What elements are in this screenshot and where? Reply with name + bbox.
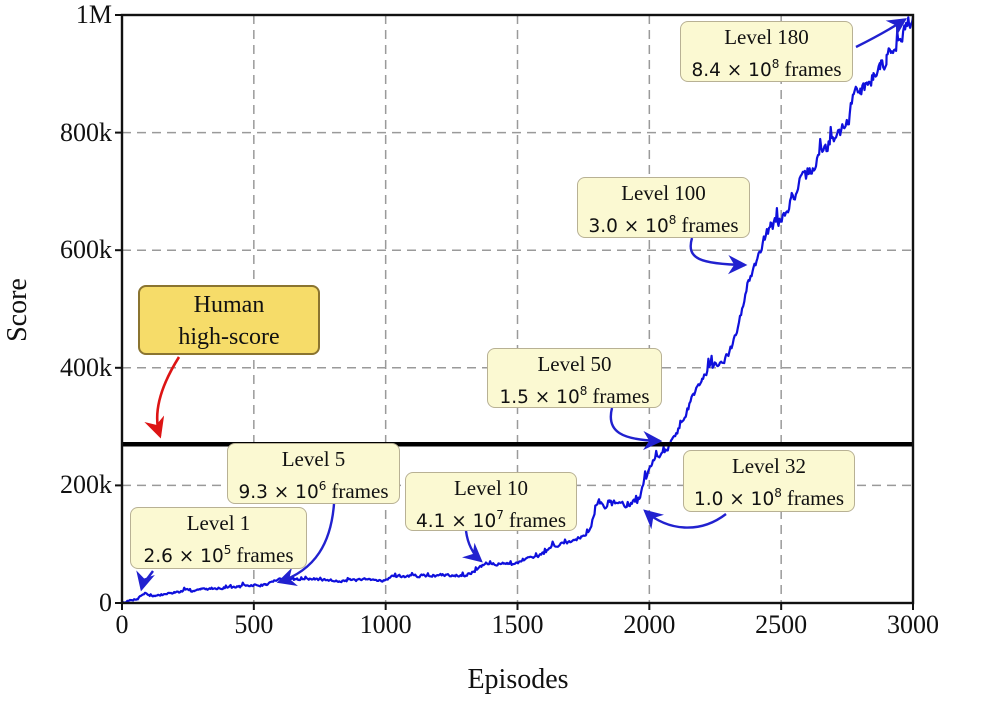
- y-tick-label: 800k: [60, 117, 112, 147]
- x-tick-label: 1500: [491, 610, 544, 639]
- level-1-frames: 2.6 × 105 frames: [143, 543, 294, 567]
- level-1-annotation: Level 1 2.6 × 105 frames: [130, 507, 307, 569]
- x-tick-label: 500: [234, 610, 274, 639]
- x-tick-label: 2000: [623, 610, 676, 639]
- level-10-title: Level 10: [453, 476, 529, 500]
- level-180-arrow: [855, 18, 908, 49]
- level-180-frames: 8.4 × 108 frames: [691, 57, 842, 81]
- x-tick-label: 0: [115, 610, 129, 639]
- level-5-title: Level 5: [281, 447, 346, 471]
- x-axis-label: Episodes: [467, 664, 569, 695]
- human-high-score-annotation: Human high-score: [138, 285, 320, 355]
- y-tick-label: 400k: [60, 352, 112, 382]
- level-1-title: Level 1: [186, 511, 251, 535]
- level-1-arrow: [136, 570, 155, 592]
- level-50-annotation: Level 50 1.5 × 108 frames: [487, 348, 662, 408]
- level-50-title: Level 50: [537, 352, 612, 376]
- level-100-title: Level 100: [621, 181, 706, 205]
- level-50-arrow: [609, 407, 663, 451]
- level-10-annotation: Level 10 4.1 × 107 frames: [405, 472, 577, 532]
- y-tick-label: 1M: [75, 0, 112, 29]
- level-5-annotation: Level 5 9.3 × 106 frames: [227, 443, 400, 504]
- level-10-arrow: [461, 530, 483, 563]
- level-5-arrow: [276, 503, 336, 586]
- level-180-annotation: Level 180 8.4 × 108 frames: [680, 21, 853, 82]
- score-curve: [120, 15, 915, 604]
- y-tick-label: 600k: [60, 235, 112, 265]
- level-180-title: Level 180: [724, 25, 809, 49]
- level-32-annotation: Level 32 1.0 × 108 frames: [683, 450, 855, 512]
- level-5-frames: 9.3 × 106 frames: [238, 479, 389, 503]
- level-100-annotation: Level 100 3.0 × 108 frames: [577, 177, 750, 238]
- y-tick-label: 200k: [60, 470, 112, 500]
- level-10-frames: 4.1 × 107 frames: [415, 508, 566, 532]
- x-tick-label: 2500: [755, 610, 808, 639]
- level-32-frames: 1.0 × 108 frames: [693, 486, 844, 510]
- level-100-frames: 3.0 × 108 frames: [588, 213, 739, 237]
- x-tick-label: 1000: [359, 610, 412, 639]
- human-annotation-line2: high-score: [178, 324, 280, 350]
- level-32-arrow: [643, 509, 727, 530]
- human-annotation-line1: Human: [193, 292, 265, 318]
- level-50-frames: 1.5 × 108 frames: [499, 384, 650, 408]
- plot-border: [120, 13, 915, 605]
- level-32-title: Level 32: [731, 454, 807, 478]
- human-high-score-arrow: [144, 356, 181, 439]
- y-tick-label: 0: [99, 588, 112, 617]
- level-100-arrow: [689, 237, 748, 275]
- x-tick-label: 3000: [887, 610, 939, 639]
